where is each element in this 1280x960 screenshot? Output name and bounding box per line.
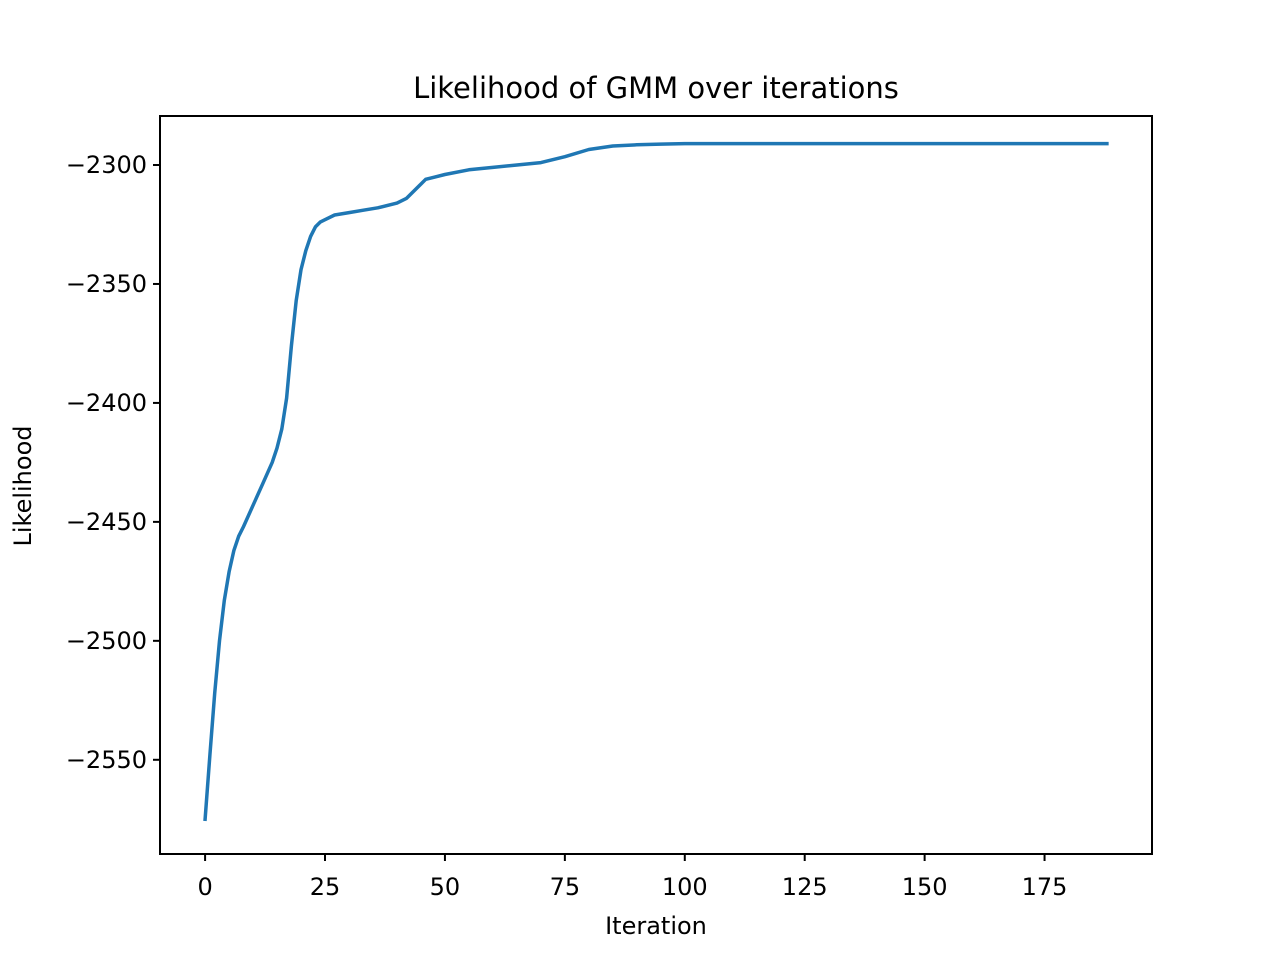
x-tick-label: 50 bbox=[430, 873, 461, 901]
x-tick-label: 100 bbox=[662, 873, 708, 901]
y-tick-label: −2400 bbox=[66, 389, 147, 417]
x-tick-label: 125 bbox=[782, 873, 828, 901]
x-axis: 0 25 50 75 100 125 150 175 bbox=[197, 854, 1067, 901]
likelihood-series-line bbox=[203, 141, 1109, 822]
y-tick-label: −2350 bbox=[66, 270, 147, 298]
y-tick-label: −2550 bbox=[66, 746, 147, 774]
x-axis-label: Iteration bbox=[605, 912, 707, 940]
y-axis-label: Likelihood bbox=[9, 426, 37, 547]
y-axis: −2550 −2500 −2450 −2400 −2350 −2300 bbox=[66, 151, 160, 774]
x-tick-label: 175 bbox=[1022, 873, 1068, 901]
x-tick-label: 25 bbox=[310, 873, 341, 901]
y-tick-label: −2300 bbox=[66, 151, 147, 179]
x-tick-label: 150 bbox=[902, 873, 948, 901]
x-tick-label: 0 bbox=[197, 873, 212, 901]
plot-area bbox=[203, 141, 1109, 822]
axes-frame bbox=[159, 115, 1153, 855]
chart-title: Likelihood of GMM over iterations bbox=[413, 71, 899, 105]
y-tick-label: −2450 bbox=[66, 508, 147, 536]
x-tick-label: 75 bbox=[550, 873, 581, 901]
y-tick-label: −2500 bbox=[66, 627, 147, 655]
